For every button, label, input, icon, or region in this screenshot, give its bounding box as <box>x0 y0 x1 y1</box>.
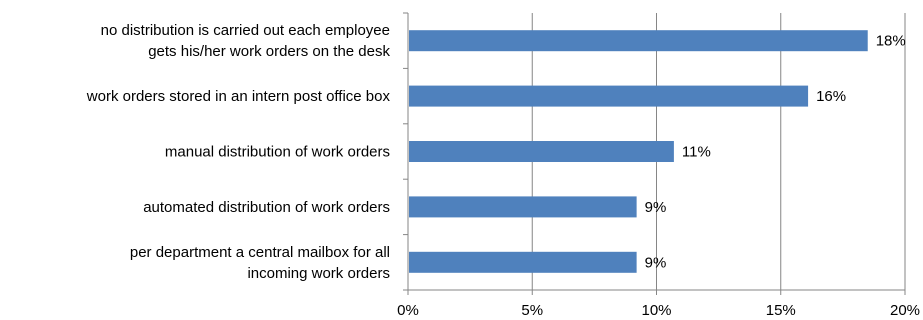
category-label: manual distribution of work orders <box>165 144 390 161</box>
data-label: 16% <box>816 88 846 105</box>
x-tick-label: 10% <box>641 302 671 319</box>
bar <box>409 196 637 218</box>
x-tick-label: 20% <box>890 302 920 319</box>
bar <box>409 251 637 273</box>
data-label: 18% <box>876 33 906 50</box>
x-tick-label: 0% <box>397 302 419 319</box>
bar <box>409 85 809 107</box>
bar <box>409 141 674 162</box>
category-label: no distribution is carried out each empl… <box>101 22 390 39</box>
value-labels: 18% 16% 11% 9% 9% <box>645 33 906 272</box>
category-labels: no distribution is carried out each empl… <box>86 22 391 282</box>
x-tick-label: 5% <box>521 302 543 319</box>
category-label: incoming work orders <box>247 265 390 282</box>
data-label: 9% <box>645 254 667 271</box>
category-label: per department a central mailbox for all <box>130 244 390 261</box>
bar <box>409 30 868 52</box>
x-tick-labels: 0% 5% 10% 15% 20% <box>397 302 920 319</box>
axes <box>403 12 906 295</box>
data-label: 11% <box>682 144 711 161</box>
category-label: automated distribution of work orders <box>143 199 390 216</box>
bars <box>409 30 868 273</box>
category-label: work orders stored in an intern post off… <box>86 88 391 105</box>
x-tick-label: 15% <box>766 302 796 319</box>
category-label: gets his/her work orders on the desk <box>148 43 390 60</box>
data-label: 9% <box>645 199 667 216</box>
